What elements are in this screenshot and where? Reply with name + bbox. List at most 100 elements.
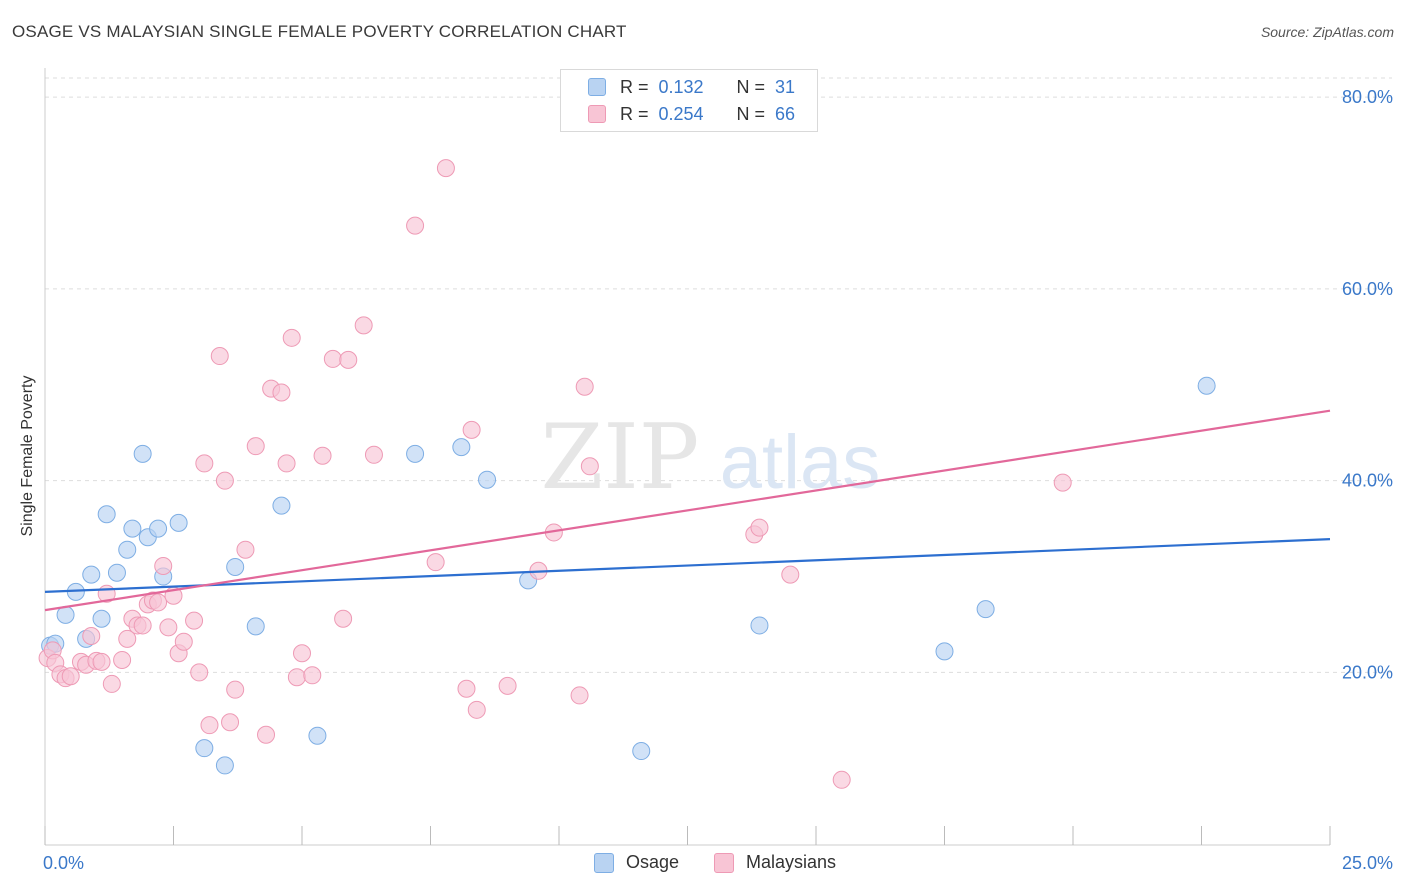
source-label: Source: ZipAtlas.com (1260, 24, 1394, 40)
malaysian-point (313, 446, 332, 465)
x-tick-label: 0.0% (43, 853, 84, 873)
legend-swatch-malaysians (588, 105, 606, 123)
legend-n-label: N = (736, 103, 766, 124)
osage-label: Osage (626, 852, 680, 872)
malaysian-point (210, 347, 229, 366)
y-tick-label: 20.0% (1342, 662, 1393, 682)
malaysians-swatch (714, 852, 734, 873)
malaysian-point (118, 629, 137, 648)
malaysian-point (436, 159, 455, 178)
osage-point (118, 540, 137, 559)
malaysian-point (159, 618, 178, 637)
malaysian-point (190, 663, 209, 682)
malaysian-trend-line (44, 409, 1331, 612)
axes (44, 68, 1331, 846)
tick-labels: 20.0% 40.0% 60.0% 80.0% 0.0% 25.0% (43, 87, 1393, 873)
malaysian-point (457, 679, 476, 698)
osage-point (92, 609, 111, 628)
malaysian-point (287, 668, 306, 687)
malaysian-point (339, 350, 358, 369)
legend-item-malaysians[interactable]: Malaysians (714, 852, 836, 873)
x-tick-label: 25.0% (1342, 853, 1393, 873)
osage-point (97, 505, 116, 524)
trend-lines (44, 409, 1331, 612)
malaysian-point (133, 616, 152, 635)
y-tick-label: 40.0% (1342, 471, 1393, 491)
osage-point (750, 616, 769, 635)
malaysian-point (426, 553, 445, 572)
legend-r-value: 0.132 (658, 76, 704, 97)
chart-title: OSAGE VS MALAYSIAN SINGLE FEMALE POVERTY… (12, 22, 627, 41)
osage-swatch (594, 852, 614, 873)
malaysian-point (272, 383, 291, 402)
osage-point (452, 438, 471, 457)
osage-trend-line (44, 538, 1331, 593)
malaysian-point (282, 328, 301, 347)
watermark: ZIP atlas (541, 405, 881, 510)
malaysian-point (580, 457, 599, 476)
malaysian-point (174, 632, 193, 651)
legend-r-label: R = (620, 76, 649, 97)
malaysian-point (113, 650, 132, 669)
y-tick-label: 80.0% (1342, 87, 1393, 107)
legend-swatch-osage (588, 78, 606, 96)
watermark-atlas: atlas (720, 420, 881, 505)
osage-point (632, 742, 651, 761)
malaysian-point (82, 626, 101, 645)
malaysian-point (303, 666, 322, 685)
legend-r-value: 0.254 (658, 103, 704, 124)
malaysian-point (462, 420, 481, 439)
osage-point (1197, 376, 1216, 395)
malaysian-point (221, 713, 240, 732)
malaysian-point (781, 565, 800, 584)
malaysian-point (236, 540, 255, 559)
legend-n-value: 31 (775, 76, 796, 97)
malaysian-point (354, 316, 373, 335)
malaysian-point (195, 454, 214, 473)
watermark-zip: ZIP (541, 405, 700, 510)
malaysian-point (102, 674, 121, 693)
legend-n-value: 66 (775, 103, 796, 124)
legend-item-osage[interactable]: Osage (594, 852, 679, 873)
osage-point (107, 563, 126, 582)
series-legend: Osage Malaysians (0, 852, 1406, 878)
osage-point (478, 470, 497, 489)
malaysian-point (498, 676, 517, 695)
malaysian-point (92, 652, 111, 671)
legend-n-label: N = (736, 76, 766, 97)
legend-r-label: R = (620, 103, 649, 124)
malaysian-point (185, 611, 204, 630)
osage-point (133, 444, 152, 463)
malaysians-label: Malaysians (746, 852, 837, 872)
malaysian-points (38, 159, 1072, 789)
malaysian-point (406, 216, 425, 235)
legend-row-malaysians: R = 0.254 N = 66 (561, 101, 795, 127)
osage-point (272, 496, 291, 515)
malaysian-point (277, 454, 296, 473)
malaysian-point (215, 471, 234, 490)
osage-point (976, 600, 995, 619)
osage-point (169, 513, 188, 532)
malaysian-point (154, 557, 173, 576)
y-tick-label: 60.0% (1342, 279, 1393, 299)
malaysian-point (323, 349, 342, 368)
malaysian-point (1053, 473, 1072, 492)
osage-point (308, 726, 327, 745)
osage-point (123, 519, 142, 538)
malaysian-point (467, 700, 486, 719)
legend-row-osage: R = 0.132 N = 31 (561, 74, 795, 100)
malaysian-point (832, 770, 851, 789)
malaysian-point (364, 445, 383, 464)
osage-point (195, 739, 214, 758)
osage-point (149, 519, 168, 538)
osage-point (226, 557, 245, 576)
malaysian-point (750, 518, 769, 537)
malaysian-point (293, 644, 311, 663)
malaysian-point (575, 377, 594, 396)
malaysian-point (570, 686, 589, 705)
malaysian-point (334, 609, 353, 628)
stats-legend: R = 0.132 N = 31 R = 0.254 N = 66 (560, 69, 818, 132)
osage-point (82, 565, 101, 584)
malaysian-point (200, 716, 219, 735)
